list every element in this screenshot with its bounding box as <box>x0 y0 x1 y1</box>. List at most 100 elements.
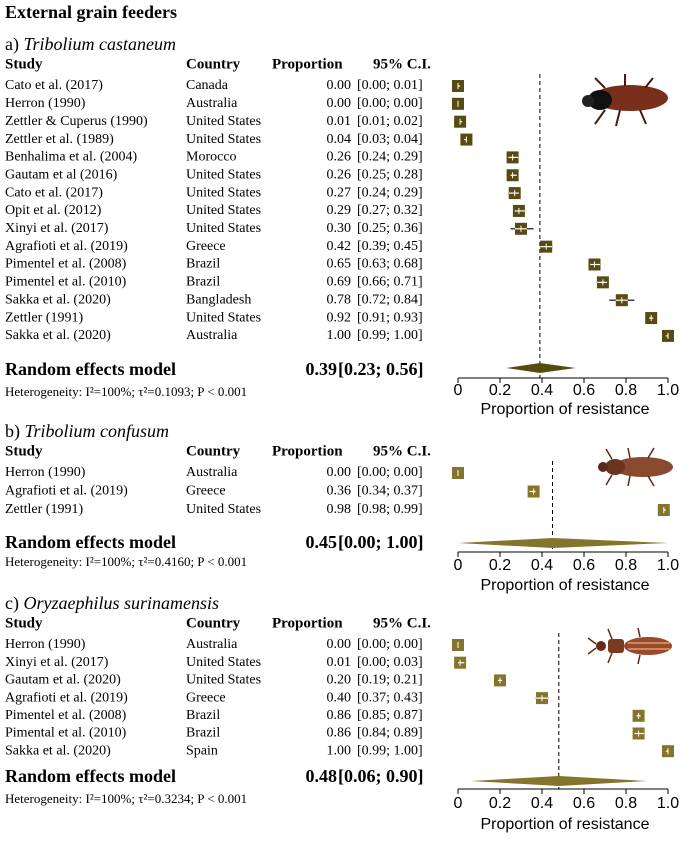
proportion: 0.26 <box>327 150 352 165</box>
ci-label: [0.99; 1.00] <box>357 743 423 758</box>
panel-label: b) <box>5 421 20 442</box>
ci-label: [0.72; 0.84] <box>357 292 423 307</box>
study-name: Herron (1990) <box>5 96 86 111</box>
ci-label: [0.63; 0.68] <box>357 257 423 272</box>
pooled-label: Random effects model <box>5 532 176 552</box>
ci-label: [0.00; 0.00] <box>357 465 423 480</box>
proportion: 0.01 <box>327 114 352 129</box>
study-name: Gautam et al (2016) <box>5 167 118 182</box>
country: Bangladesh <box>186 292 251 307</box>
proportion: 0.20 <box>327 673 352 688</box>
proportion: 0.00 <box>327 637 352 652</box>
proportion: 0.78 <box>327 292 352 307</box>
species-name: Tribolium castaneum <box>23 34 176 54</box>
country: United States <box>186 310 261 325</box>
study-name: Xinyi et al. (2017) <box>5 221 109 236</box>
proportion: 0.92 <box>327 310 352 325</box>
column-header: Study <box>5 56 43 72</box>
x-tick-label: 0.2 <box>489 557 511 574</box>
country: United States <box>186 221 261 236</box>
ci-label: [0.00; 0.00] <box>357 96 423 111</box>
panel-label: a) <box>5 34 19 55</box>
proportion: 0.00 <box>327 78 352 93</box>
study-name: Pimentel et al. (2008) <box>5 708 127 723</box>
study-name: Agrafioti et al. (2019) <box>5 239 128 254</box>
study-name: Zettler & Cuperus (1990) <box>5 114 148 129</box>
proportion: 0.00 <box>327 465 352 480</box>
ci-label: [0.39; 0.45] <box>357 239 423 254</box>
column-header: Proportion <box>272 56 343 72</box>
x-tick-label: 0.2 <box>489 382 511 399</box>
country: United States <box>186 114 261 129</box>
x-tick-label: 0.4 <box>531 795 553 812</box>
country: Australia <box>186 465 238 480</box>
proportion: 0.65 <box>327 257 352 272</box>
pooled-value: 0.45 <box>306 532 338 552</box>
x-tick-label: 0.6 <box>573 557 595 574</box>
study-name: Zettler (1991) <box>5 310 83 325</box>
study-name: Opit et al. (2012) <box>5 203 102 218</box>
study-name: Agrafioti et al. (2019) <box>5 484 128 499</box>
study-name: Herron (1990) <box>5 637 86 652</box>
heterogeneity: Heterogeneity: I²=100%; τ²=0.1093; P < 0… <box>5 384 247 399</box>
x-tick-label: 1.0 <box>657 382 679 399</box>
species-name: Tribolium confusum <box>25 421 170 441</box>
proportion: 1.00 <box>327 743 352 758</box>
x-axis-label: Proportion of resistance <box>481 577 650 594</box>
x-tick-label: 0 <box>454 557 463 574</box>
x-tick-label: 1.0 <box>657 795 679 812</box>
country: Canada <box>186 78 229 93</box>
ci-label: [0.34; 0.37] <box>357 484 423 499</box>
ci-label: [0.98; 0.99] <box>357 502 423 517</box>
country: United States <box>186 502 261 517</box>
ci-label: [0.24; 0.29] <box>357 185 423 200</box>
study-name: Agrafioti et al. (2019) <box>5 690 128 705</box>
column-header: 95% C.I. <box>373 443 431 459</box>
panel-title: a) Tribolium castaneum <box>5 34 176 55</box>
ci-label: [0.24; 0.29] <box>357 150 423 165</box>
proportion: 0.86 <box>327 708 352 723</box>
study-name: Sakka et al. (2020) <box>5 743 111 758</box>
ci-label: [0.99; 1.00] <box>357 328 423 343</box>
pooled-ci: [0.06; 0.90] <box>338 766 423 786</box>
study-name: Pimentel et al. (2010) <box>5 275 127 290</box>
proportion: 0.40 <box>327 690 352 705</box>
proportion: 0.30 <box>327 221 352 236</box>
study-name: Zettler (1991) <box>5 502 83 517</box>
study-name: Pimentel et al. (2008) <box>5 257 127 272</box>
beetle-b <box>598 447 673 487</box>
column-header: 95% C.I. <box>373 56 431 72</box>
proportion: 1.00 <box>327 328 352 343</box>
panel-title: c) Oryzaephilus surinamensis <box>5 593 219 614</box>
panel-label: c) <box>5 593 19 614</box>
x-tick-label: 0.8 <box>615 382 637 399</box>
country: Greece <box>186 690 226 705</box>
pooled-label: Random effects model <box>5 766 176 786</box>
proportion: 0.69 <box>327 275 352 290</box>
study-name: Sakka et al. (2020) <box>5 292 111 307</box>
proportion: 0.36 <box>327 484 352 499</box>
column-header: Study <box>5 443 43 459</box>
ci-label: [0.66; 0.71] <box>357 275 423 290</box>
pooled-ci: [0.00; 1.00] <box>338 532 423 552</box>
x-tick-label: 0.6 <box>573 795 595 812</box>
figure-title: External grain feeders <box>5 2 177 22</box>
pooled-value: 0.39 <box>306 359 338 379</box>
ci-label: [0.00; 0.01] <box>357 78 423 93</box>
country: Australia <box>186 328 238 343</box>
country: Morocco <box>186 150 237 165</box>
proportion: 0.29 <box>327 203 352 218</box>
study-name: Benhalima et al. (2004) <box>5 150 138 165</box>
pooled-value: 0.48 <box>306 766 338 786</box>
column-header: Proportion <box>272 443 343 459</box>
proportion: 0.01 <box>327 655 352 670</box>
ci-label: [0.27; 0.32] <box>357 203 423 218</box>
proportion: 0.42 <box>327 239 352 254</box>
ci-label: [0.25; 0.28] <box>357 167 423 182</box>
x-tick-label: 0 <box>454 382 463 399</box>
beetle-c <box>587 627 672 665</box>
panel-title: b) Tribolium confusum <box>5 421 169 442</box>
species-name: Oryzaephilus surinamensis <box>23 593 219 613</box>
proportion: 0.04 <box>327 132 352 147</box>
